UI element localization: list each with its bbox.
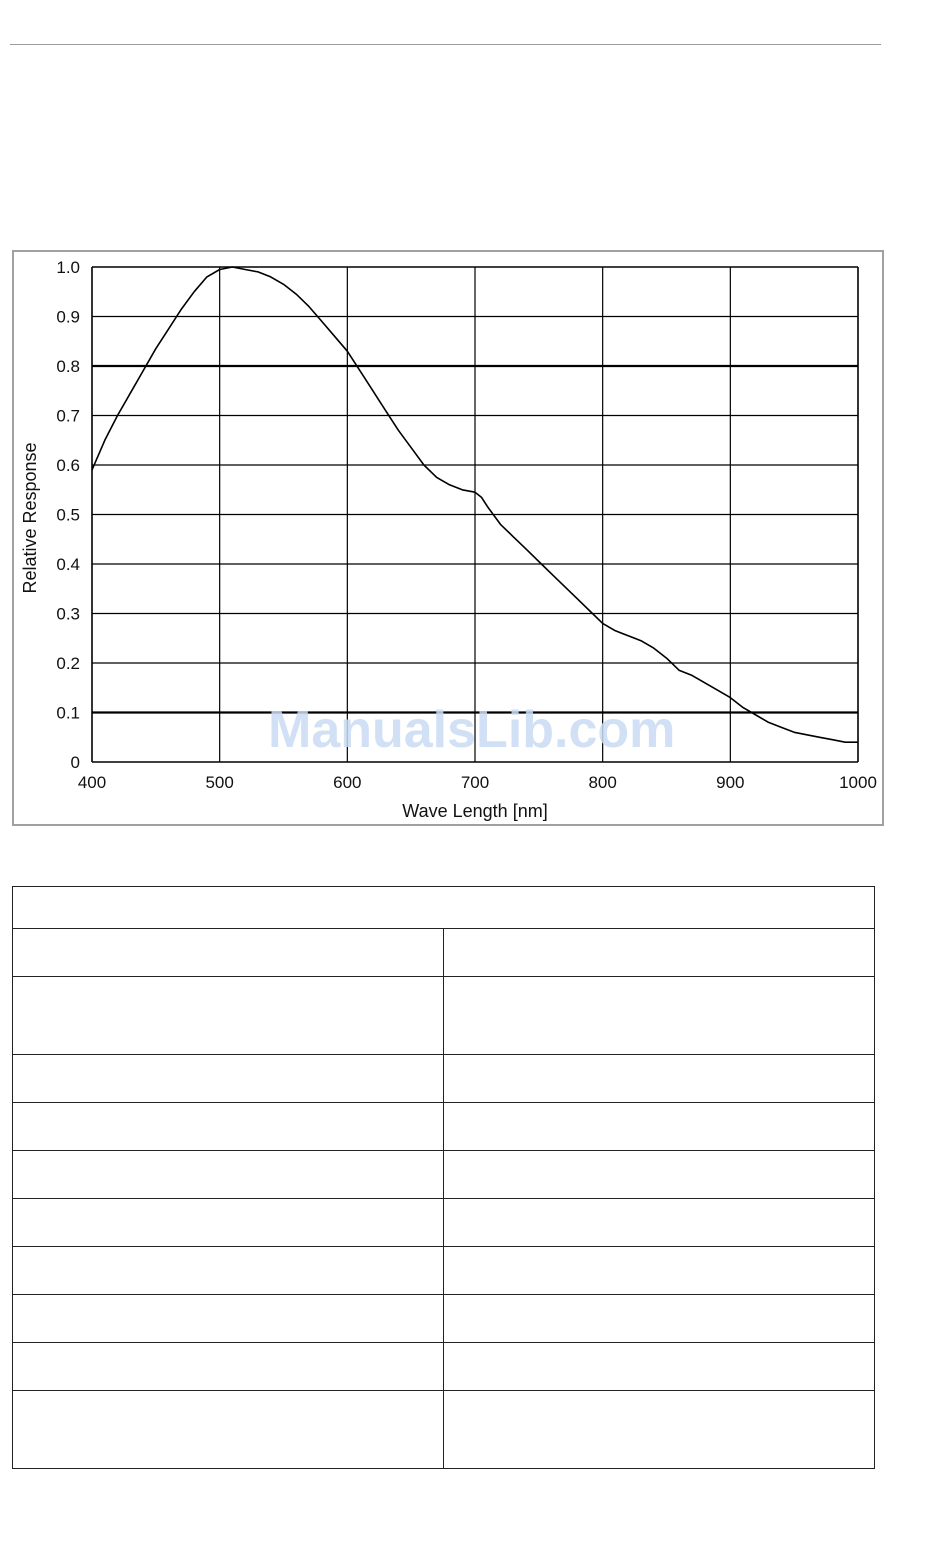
- y-axis-label: Relative Response: [20, 442, 40, 593]
- response-curve: [91, 266, 858, 744]
- table-cell-value: [443, 1150, 875, 1199]
- table-cell-value: [443, 1102, 875, 1151]
- table-cell-label: [12, 1150, 444, 1199]
- table-header-cell: [12, 886, 875, 929]
- spec-table-body: [12, 886, 875, 1469]
- x-tick-label: 1000: [839, 773, 877, 792]
- table-cell-value: [443, 976, 875, 1055]
- chart-svg: 400 500 600 700 800 900 1000 00.10.20.30.40.50…: [20, 258, 877, 821]
- table-header-row: [12, 886, 875, 929]
- table-row: [12, 1102, 875, 1151]
- table-row: [12, 1246, 875, 1295]
- y-tick-labels: 0 0.1 0.2 0.3 0.4 0.5 0.6 0.7 0.8 0.9 1.0: [56, 258, 80, 772]
- table-cell-value: [443, 1342, 875, 1391]
- table-cell-value: [443, 1294, 875, 1343]
- spectral-response-chart: 400 500 600 700 800 900 1000 0 0.1 0.2 0.3 0.4 0.5 0…: [12, 250, 884, 826]
- x-tick-label: 800: [588, 773, 616, 792]
- table-cell-label: [12, 1390, 444, 1469]
- table-cell-label: [12, 1246, 444, 1295]
- table-row: [12, 1054, 875, 1103]
- x-tick-label: 400: [78, 773, 106, 792]
- y-tick-label: 0.4: [56, 555, 80, 574]
- table-cell-value: [443, 928, 875, 977]
- x-tick-label: 500: [205, 773, 233, 792]
- table-cell-label: [12, 1198, 444, 1247]
- x-tick-labels: 400 500 600 700 800 900 1000: [78, 773, 877, 792]
- table-cell-label: [12, 976, 444, 1055]
- x-tick-label: 700: [461, 773, 489, 792]
- y-tick-label: 1.0: [56, 258, 80, 277]
- table-cell-label: [12, 1102, 444, 1151]
- watermark: ManualsLib.com: [268, 701, 676, 759]
- table-row: [12, 1390, 875, 1469]
- y-tick-label: 0.8: [56, 357, 80, 376]
- y-tick-label: 0.6: [56, 456, 80, 475]
- table-cell-value: [443, 1198, 875, 1247]
- y-tick-label: 0.1: [56, 704, 80, 723]
- series-layer: [91, 266, 858, 744]
- grid-layer: [91, 266, 859, 763]
- table-row: [12, 976, 875, 1055]
- y-tick-label: 0.7: [56, 407, 80, 426]
- x-tick-label: 600: [333, 773, 361, 792]
- table-cell-label: [12, 1342, 444, 1391]
- table-cell-label: [12, 928, 444, 977]
- table-row: [12, 1198, 875, 1247]
- table-row: [12, 1294, 875, 1343]
- table-cell-label: [12, 1054, 444, 1103]
- table-cell-value: [443, 1390, 875, 1469]
- y-tick-label: 0.2: [56, 654, 80, 673]
- table-row: [12, 928, 875, 977]
- table-cell-value: [443, 1246, 875, 1295]
- y-tick-label: 0.5: [56, 506, 80, 525]
- top-divider: [10, 44, 881, 45]
- table-row: [12, 1342, 875, 1391]
- y-tick-label: 0: [71, 753, 80, 772]
- spec-table: [12, 886, 875, 1469]
- y-tick-label: 0.9: [56, 308, 80, 327]
- table-cell-value: [443, 1054, 875, 1103]
- x-axis-label: Wave Length [nm]: [402, 801, 547, 821]
- y-tick-label: 0.3: [56, 605, 80, 624]
- table-row: [12, 1150, 875, 1199]
- x-tick-label: 900: [716, 773, 744, 792]
- table-cell-label: [12, 1294, 444, 1343]
